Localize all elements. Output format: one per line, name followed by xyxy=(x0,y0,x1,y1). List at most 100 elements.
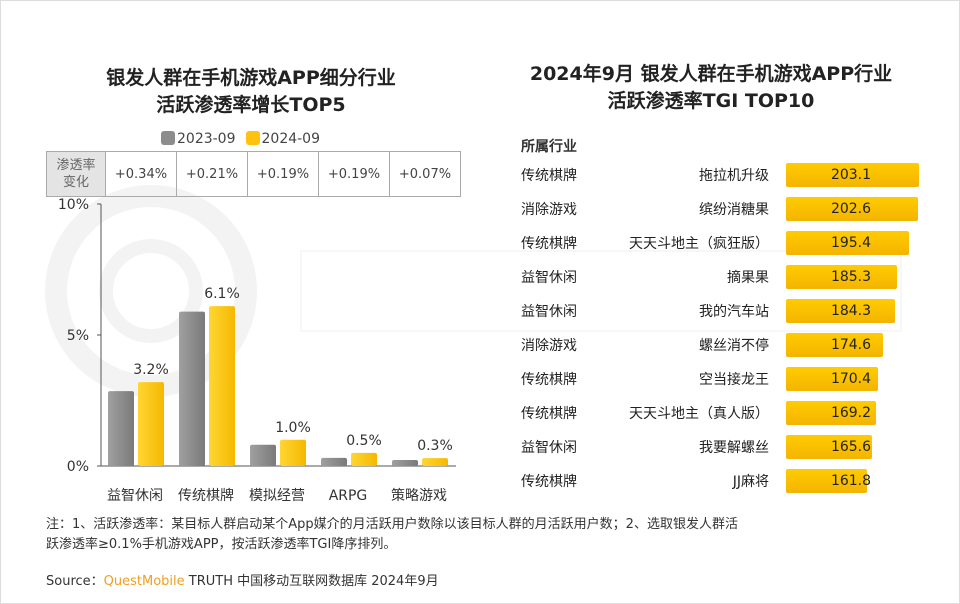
category-label: 益智休闲 xyxy=(107,488,163,504)
bar-2024-09 xyxy=(422,458,448,466)
industry: 消除游戏 xyxy=(521,202,577,218)
industry: 传统棋牌 xyxy=(521,406,577,422)
change-cell: +0.19% xyxy=(318,151,390,197)
tgi-row: 传统棋牌 天天斗地主（疯狂版） 195.4 xyxy=(521,227,941,261)
tgi-row: 消除游戏 缤纷消糖果 202.6 xyxy=(521,193,941,227)
tgi-row: 益智休闲 摘果果 185.3 xyxy=(521,261,941,295)
legend-item: 2023-09 xyxy=(161,131,236,147)
data-label: 0.5% xyxy=(346,433,382,449)
app-name: 我的汽车站 xyxy=(699,304,769,320)
bar-2024-09 xyxy=(351,452,377,466)
source-prefix: Source： xyxy=(46,574,104,589)
data-label: 0.3% xyxy=(417,438,453,454)
tgi-row: 益智休闲 我的汽车站 184.3 xyxy=(521,295,941,329)
column-header: 所属行业 xyxy=(521,139,577,155)
bar-2023-09 xyxy=(321,457,347,466)
tgi-bar xyxy=(786,333,884,357)
legend-swatch-gray xyxy=(161,131,175,145)
tgi-value: 184.3 xyxy=(830,303,872,319)
bar-2023-09 xyxy=(108,391,134,466)
tgi-value: 169.2 xyxy=(830,405,872,421)
footnote: 注：1、活跃渗透率：某目标人群启动某个App媒介的月活跃用户数除以该目标人群的月… xyxy=(46,515,906,555)
tgi-row: 传统棋牌 拖拉机升级 203.1 xyxy=(521,159,941,193)
y-tick-label: 5% xyxy=(67,328,89,344)
data-label: 3.2% xyxy=(133,362,169,378)
industry: 益智休闲 xyxy=(521,440,577,456)
tgi-bar xyxy=(786,299,896,323)
change-header: 渗透率 变化 xyxy=(46,151,106,197)
bar-2024-09 xyxy=(209,306,235,466)
tgi-value: 170.4 xyxy=(830,371,872,387)
industry: 益智休闲 xyxy=(521,270,577,286)
change-cell: +0.07% xyxy=(389,151,461,197)
y-tick-label: 0% xyxy=(67,459,89,475)
title-line: 活跃渗透率TGI TOP10 xyxy=(607,90,815,112)
tgi-row: 消除游戏 螺丝消不停 174.6 xyxy=(521,329,941,363)
header-line: 渗透率 xyxy=(56,158,96,173)
tgi-bar xyxy=(786,197,919,221)
note-line: 注：1、活跃渗透率：某目标人群启动某个App媒介的月活跃用户数除以该目标人群的月… xyxy=(46,517,738,532)
change-cell: +0.19% xyxy=(247,151,319,197)
tgi-value: 165.6 xyxy=(830,439,872,455)
tgi-bar xyxy=(786,469,868,493)
app-name: 我要解螺丝 xyxy=(699,440,769,456)
legend: 2023-09 2024-09 xyxy=(161,131,320,147)
change-cell: +0.34% xyxy=(105,151,177,197)
tgi-value: 203.1 xyxy=(830,167,872,183)
note-line: 跃渗透率≥0.1%手机游戏APP，按活跃渗透率TGI降序排列。 xyxy=(46,537,397,552)
source: Source：QuestMobile TRUTH 中国移动互联网数据库 2024… xyxy=(46,570,439,589)
tgi-value: 195.4 xyxy=(830,235,872,251)
tgi-bar xyxy=(786,367,878,391)
bar-2023-09 xyxy=(250,444,276,466)
category-label: ARPG xyxy=(329,488,368,504)
legend-label: 2024-09 xyxy=(261,131,321,147)
title-line: 2024年9月 银发人群在手机游戏APP行业 xyxy=(529,63,893,85)
tgi-bar xyxy=(786,163,920,187)
bar-2023-09 xyxy=(392,459,418,466)
app-name: JJ麻将 xyxy=(732,474,769,490)
tgi-value: 202.6 xyxy=(830,201,872,217)
industry: 传统棋牌 xyxy=(521,168,577,184)
industry: 消除游戏 xyxy=(521,338,577,354)
title-line: 银发人群在手机游戏APP细分行业 xyxy=(106,67,396,89)
category-label: 策略游戏 xyxy=(391,487,447,504)
bar-2024-09 xyxy=(138,382,164,466)
app-name: 摘果果 xyxy=(727,270,769,286)
tgi-bar xyxy=(786,265,897,289)
change-cell: +0.21% xyxy=(176,151,248,197)
left-chart-title: 银发人群在手机游戏APP细分行业 活跃渗透率增长TOP5 xyxy=(41,65,461,119)
app-name: 螺丝消不停 xyxy=(699,338,769,354)
right-chart-title: 2024年9月 银发人群在手机游戏APP行业 活跃渗透率TGI TOP10 xyxy=(491,61,931,115)
tgi-row: 传统棋牌 JJ麻将 161.8 xyxy=(521,465,941,499)
industry: 传统棋牌 xyxy=(521,236,577,252)
y-tick-label: 10% xyxy=(58,197,89,213)
legend-label: 2023-09 xyxy=(177,131,236,147)
source-brand: QuestMobile xyxy=(103,574,185,589)
tgi-bar xyxy=(786,435,872,459)
tgi-bar xyxy=(786,401,877,425)
app-name: 天天斗地主（疯狂版） xyxy=(629,236,769,252)
tgi-value: 161.8 xyxy=(830,473,872,489)
app-name: 拖拉机升级 xyxy=(699,168,769,184)
source-rest: TRUTH 中国移动互联网数据库 2024年9月 xyxy=(184,574,439,589)
bar-2024-09 xyxy=(280,439,306,466)
bar-2023-09 xyxy=(179,311,205,466)
data-label: 6.1% xyxy=(204,286,240,302)
app-name: 缤纷消糖果 xyxy=(699,202,769,218)
tgi-row: 传统棋牌 空当接龙王 170.4 xyxy=(521,363,941,397)
app-name: 空当接龙王 xyxy=(699,372,769,388)
tgi-row: 传统棋牌 天天斗地主（真人版） 169.2 xyxy=(521,397,941,431)
industry: 传统棋牌 xyxy=(521,474,577,490)
change-table: 渗透率 变化 +0.34% +0.21% +0.19% +0.19% +0.07% xyxy=(46,151,461,197)
legend-swatch-yellow xyxy=(245,131,260,145)
category-label: 传统棋牌 xyxy=(178,487,234,504)
legend-item: 2024-09 xyxy=(245,131,321,147)
data-label: 1.0% xyxy=(275,420,311,436)
tgi-value: 185.3 xyxy=(830,269,872,285)
tgi-row: 益智休闲 我要解螺丝 165.6 xyxy=(521,431,941,465)
industry: 益智休闲 xyxy=(521,304,577,320)
app-name: 天天斗地主（真人版） xyxy=(629,406,769,422)
tgi-value: 174.6 xyxy=(830,337,872,353)
